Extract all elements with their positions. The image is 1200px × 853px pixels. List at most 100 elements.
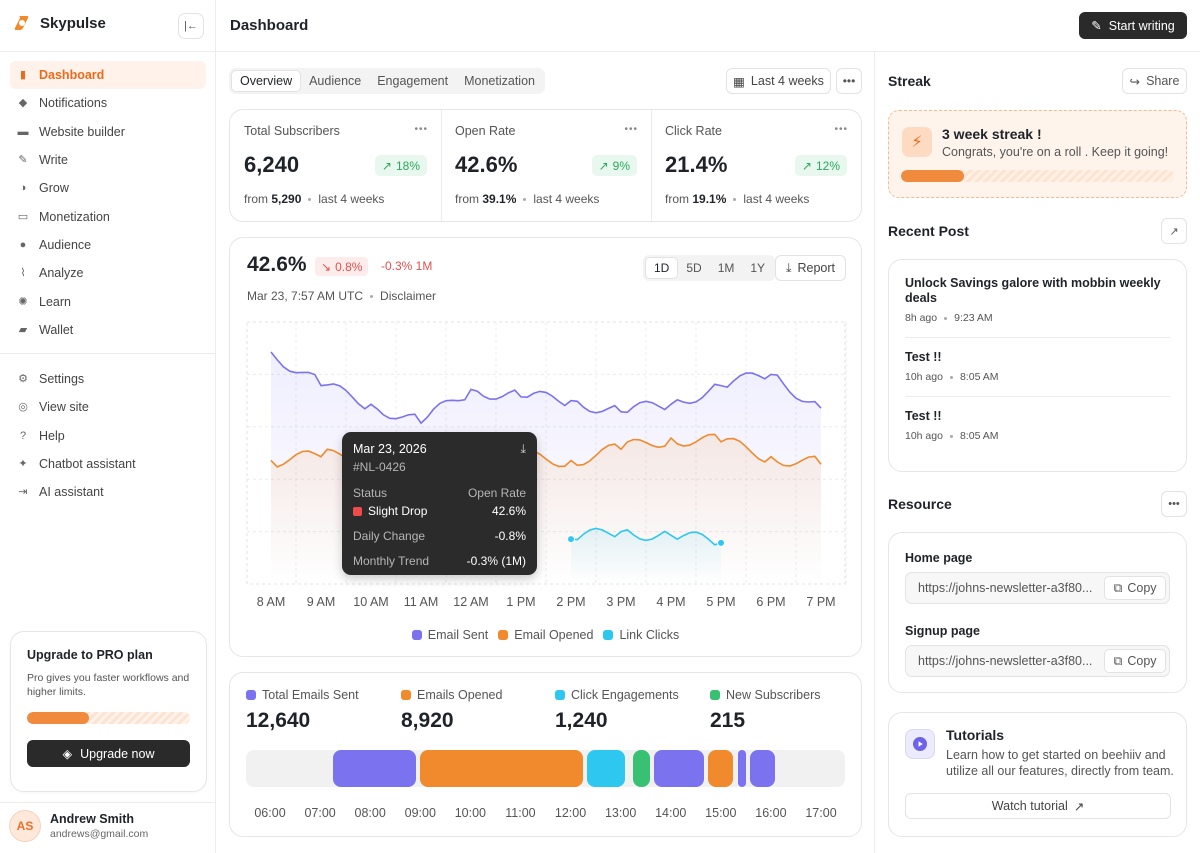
stat-more-icon[interactable]: ••• [834,124,848,135]
chart-change-badge: ↘ 0.8% [315,257,369,276]
post-age: 8h ago [905,312,938,324]
post-divider [905,337,1170,338]
stat-click-rate: Click Rate ••• 21.4% ↗ 12% from 19.1% last… [651,110,861,220]
post-item[interactable]: Test !! 10h ago 8:05 AM [905,350,1170,383]
range-tab-5d[interactable]: 5D [686,261,702,275]
resource-card: Home page https://johns-newsletter-a3f80… [888,532,1187,693]
timeline-block[interactable] [750,750,776,787]
tutorials-description: Learn how to get started on beehiiv and … [946,748,1174,778]
sidebar-item-learn[interactable]: ✺ Learn [10,288,206,316]
start-writing-button[interactable]: ✎ Start writing [1079,12,1187,39]
timeline-block[interactable] [708,750,734,787]
metric-total-emails-sent: Total Emails Sent 12,640 [246,688,359,733]
sidebar-item-notifications[interactable]: ◆ Notifications [10,89,206,117]
download-icon: ⤓ [785,260,792,275]
more-options-button[interactable]: ••• [836,68,862,94]
sidebar-item-view-site[interactable]: ◎ View site [10,393,206,421]
sidebar-item-help[interactable]: ? Help [10,422,206,450]
stat-change-badge: ↗ 9% [591,155,637,176]
more-icon: ••• [1168,498,1180,510]
legend-email-opened[interactable]: Email Opened [498,628,593,642]
disclaimer-link[interactable]: Disclaimer [380,289,437,303]
copy-button[interactable]: ⧉ Copy [1104,649,1166,673]
timeline-block[interactable] [737,750,746,787]
metric-emails-opened: Emails Opened 8,920 [401,688,502,733]
data-point[interactable] [567,535,575,544]
chart-tooltip: Mar 23, 2026 ⤓ #NL-0426 Status Open Rate S… [342,432,537,575]
upgrade-now-button[interactable]: ◈ Upgrade now [27,740,190,767]
timeline-block[interactable] [420,750,584,787]
sidebar-item-audience[interactable]: ● Audience [10,231,206,259]
timeline-block[interactable] [332,750,417,787]
range-tab-1y[interactable]: 1Y [750,261,766,275]
user-name: Andrew Smith [50,812,135,826]
download-icon[interactable]: ⤓ [520,442,526,456]
timeline-label: 15:00 [705,806,737,820]
watch-tutorial-button[interactable]: Watch tutorial ↗ [905,793,1171,819]
timeline-block[interactable] [587,750,625,787]
post-item[interactable]: Test !! 10h ago 8:05 AM [905,409,1170,442]
stat-change: 12% [815,158,840,173]
brand[interactable]: Skypulse [12,13,106,33]
timeline-block[interactable] [633,750,650,787]
data-point[interactable] [717,538,725,547]
post-meta: 10h ago 8:05 AM [905,430,1170,442]
tutorials-card: Tutorials Learn how to get started on be… [888,712,1187,837]
copy-button[interactable]: ⧉ Copy [1104,576,1166,600]
sidebar-item-label: Settings [39,372,85,386]
sidebar-item-settings[interactable]: ⚙ Settings [10,365,206,393]
report-button[interactable]: ⤓ Report [775,255,846,281]
sidebar-item-analyze[interactable]: ⌇ Analyze [10,259,206,287]
logo-icon [14,16,29,30]
metric-value: 1,240 [555,709,608,732]
tab-engagement[interactable]: Engagement [377,74,449,88]
tab-monetization[interactable]: Monetization [464,74,535,88]
home-page-url-field[interactable]: https://johns-newsletter-a3f80... ⧉ Copy [905,572,1170,604]
sidebar-item-monetization[interactable]: ▭ Monetization [10,203,206,231]
series-line-link-clicks[interactable] [570,527,722,546]
signup-page-url-field[interactable]: https://johns-newsletter-a3f80... ⧉ Copy [905,645,1170,677]
sidebar-item-website-builder[interactable]: ▬ Website builder [10,118,206,146]
stat-footer: from 19.1% last 4 weeks [665,192,809,206]
collapse-sidebar-button[interactable]: |← [178,13,204,39]
user-profile[interactable]: AS Andrew Smith andrews@gmail.com [9,810,148,842]
resource-label: Signup page [905,624,980,638]
share-button[interactable]: ↪ Share [1122,68,1187,94]
open-recent-posts-button[interactable]: ↗ [1161,218,1187,244]
post-item[interactable]: Unlock Savings galore with mobbin weekly… [905,276,1170,324]
sidebar-item-grow[interactable]: ◑ Grow [10,174,206,202]
chart-value: 42.6% [247,253,307,276]
sidebar-item-write[interactable]: ✎ Write [10,146,206,174]
tab-audience[interactable]: Audience [309,74,362,88]
series-line-email-sent[interactable] [270,351,822,425]
sidebar-item-dashboard[interactable]: ▮ Dashboard [10,61,206,89]
range-tab-1d[interactable]: 1D [645,257,679,279]
tab-overview[interactable]: Overview [231,70,302,92]
post-divider [905,396,1170,397]
sidebar-item-chatbot-assistant[interactable]: ✦ Chatbot assistant [10,450,206,478]
chart-subtitle: Mar 23, 7:57 AM UTC Disclaimer [247,289,436,303]
timeline-label: 10:00 [454,806,486,820]
legend-email-sent[interactable]: Email Sent [411,628,488,642]
resource-url: https://johns-newsletter-a3f80... [918,581,1093,595]
metric-value: 12,640 [246,709,311,732]
resource-more-button[interactable]: ••• [1161,491,1187,517]
stat-more-icon[interactable]: ••• [624,124,638,135]
period-select[interactable]: ▦ Last 4 weeks [726,68,831,94]
analyze-icon: ⌇ [20,267,26,280]
metric-new-subscribers: New Subscribers 215 [710,688,820,733]
line-chart: 8 AM 9 AM 10 AM 11 AM 12 AM 1 PM 2 PM 3 PM 4 PM 5… [246,321,847,609]
wallet-icon: ▰ [18,324,28,337]
sidebar-item-wallet[interactable]: ▰ Wallet [10,316,206,344]
streak-message: Congrats, you're on a roll . Keep it goi… [942,145,1169,159]
metric-swatch [401,690,411,700]
range-tab-1m[interactable]: 1M [717,261,735,275]
sidebar-item-ai-assistant[interactable]: ⇥ AI assistant [10,478,206,506]
timeline-block[interactable] [654,750,705,787]
stat-more-icon[interactable]: ••• [414,124,428,135]
post-time: 8:05 AM [959,430,999,442]
stat-divider [651,110,652,221]
legend-link-clicks[interactable]: Link Clicks [603,628,679,642]
pen-icon: ✎ [18,154,28,167]
range-tabs: 1D 5D 1M 1Y [643,255,776,281]
